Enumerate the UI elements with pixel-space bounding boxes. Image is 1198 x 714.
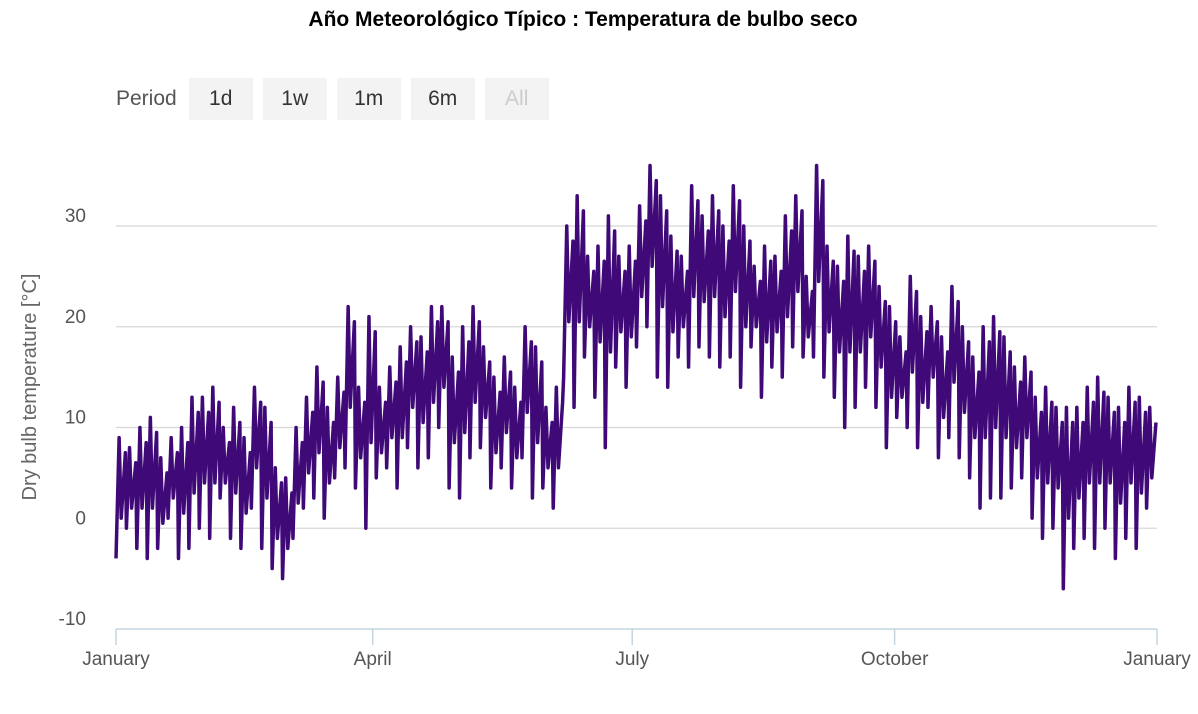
x-tick-label: January xyxy=(82,649,150,670)
temperature-series-line xyxy=(114,163,1158,591)
period-6m-button[interactable]: 6m xyxy=(410,78,475,120)
y-tick-label: 10 xyxy=(65,408,86,429)
y-tick-label: 0 xyxy=(75,508,86,529)
period-label: Period xyxy=(116,87,177,110)
y-tick-label: 20 xyxy=(65,307,86,328)
x-tick-label: April xyxy=(354,649,392,670)
y-axis-label: Dry bulb temperature [°C] xyxy=(19,274,41,501)
x-tick-label: January xyxy=(1123,649,1191,670)
period-all-button[interactable]: All xyxy=(484,78,549,120)
period-1w-button[interactable]: 1w xyxy=(262,78,327,120)
period-selector: Period 1d 1w 1m 6m All xyxy=(116,78,549,120)
y-tick-label: 30 xyxy=(65,206,86,227)
x-tick-label: July xyxy=(615,649,649,670)
period-1d-button[interactable]: 1d xyxy=(188,78,253,120)
x-tick-label: October xyxy=(861,649,929,670)
chart-title: Año Meteorológico Típico : Temperatura d… xyxy=(308,8,858,31)
y-tick-label: -10 xyxy=(59,609,86,630)
period-1m-button[interactable]: 1m xyxy=(336,78,401,120)
